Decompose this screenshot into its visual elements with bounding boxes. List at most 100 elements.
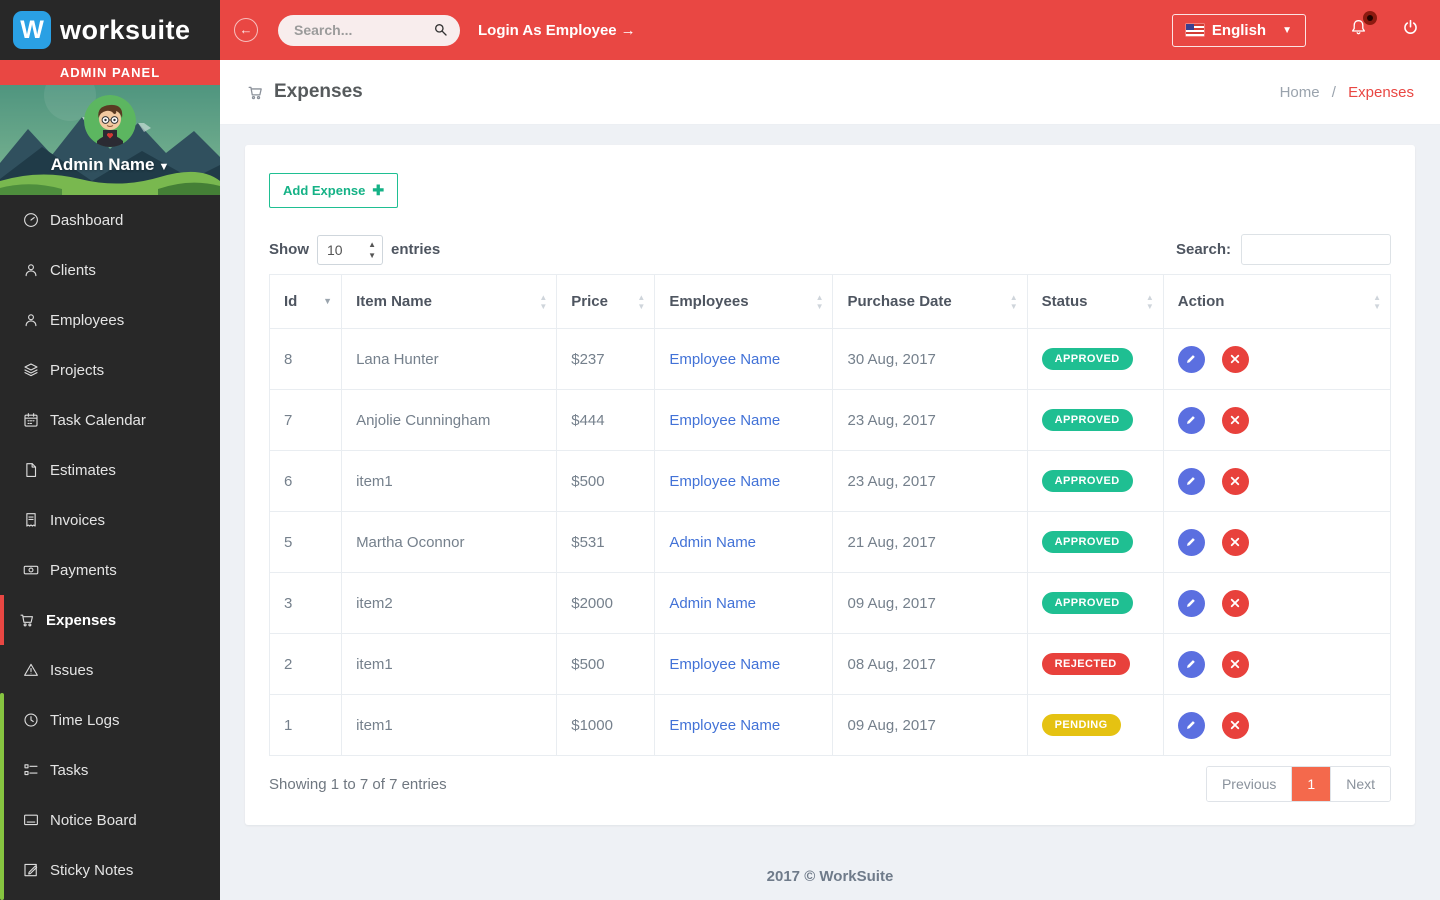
- column-header-id[interactable]: Id ▼: [268, 274, 343, 329]
- column-header-item-name[interactable]: Item Name ▲ ▼: [341, 274, 558, 329]
- edit-button[interactable]: [1177, 589, 1205, 617]
- topbar: ← Login As Employee→ English ▼: [220, 0, 1440, 60]
- sidebar-item-clients[interactable]: Clients: [0, 245, 220, 295]
- topbar-right: English ▼: [1171, 11, 1440, 47]
- sidebar-item-estimates[interactable]: Estimates: [0, 445, 220, 495]
- status-badge: APPROVED: [1041, 531, 1133, 553]
- table-search-input[interactable]: [1241, 234, 1391, 265]
- delete-button[interactable]: [1221, 345, 1249, 373]
- cell-purchase-date: 23 Aug, 2017: [832, 450, 1028, 512]
- sidebar-item-employees[interactable]: Employees: [0, 295, 220, 345]
- pagination-next[interactable]: Next: [1331, 767, 1390, 801]
- delete-button[interactable]: [1221, 589, 1249, 617]
- sidebar-item-time-logs[interactable]: Time Logs: [0, 695, 220, 745]
- estimates-icon: [22, 461, 40, 479]
- back-arrow-icon[interactable]: ←: [234, 18, 258, 42]
- sidebar-item-tasks[interactable]: Tasks: [0, 745, 220, 795]
- employee-link[interactable]: Employee Name: [669, 655, 781, 673]
- search-icon[interactable]: [433, 22, 449, 38]
- language-selector[interactable]: English ▼: [1171, 13, 1306, 47]
- employee-link[interactable]: Employee Name: [669, 411, 781, 429]
- cell-item-name: Lana Hunter: [341, 328, 558, 390]
- table-row: 8 Lana Hunter $237 Employee Name 30 Aug,…: [268, 328, 1392, 390]
- cell-price: $1000: [556, 694, 656, 756]
- status-badge: PENDING: [1041, 714, 1121, 736]
- breadcrumb: Home / Expenses: [1279, 83, 1414, 101]
- power-logout-icon[interactable]: [1401, 18, 1420, 42]
- employee-link[interactable]: Employee Name: [669, 472, 781, 490]
- edit-button[interactable]: [1177, 467, 1205, 495]
- cart-icon: [246, 83, 265, 102]
- arrow-right-icon: →: [620, 21, 636, 39]
- delete-button[interactable]: [1221, 711, 1249, 739]
- brand-logo[interactable]: W worksuite: [0, 0, 220, 60]
- caret-down-icon: ▼: [1282, 24, 1292, 36]
- employee-link[interactable]: Admin Name: [669, 533, 757, 551]
- column-header-action[interactable]: Action ▲ ▼: [1162, 274, 1392, 329]
- global-search-input[interactable]: [278, 14, 460, 46]
- table-controls: Show 10 ▲ ▼ entries Search:: [269, 234, 1391, 265]
- sidebar-scrollbar[interactable]: [0, 693, 4, 900]
- edit-button[interactable]: [1177, 650, 1205, 678]
- breadcrumb-home[interactable]: Home: [1279, 83, 1320, 101]
- copyright-footer: 2017 © WorkSuite: [766, 868, 894, 885]
- page-length-select[interactable]: 10 ▲ ▼: [317, 234, 383, 265]
- sidebar-item-issues[interactable]: Issues: [0, 645, 220, 695]
- clients-icon: [22, 261, 40, 279]
- sort-icon: ▲ ▼: [1373, 292, 1381, 311]
- sidebar-item-projects[interactable]: Projects: [0, 345, 220, 395]
- cell-id: 3: [268, 572, 343, 634]
- login-as-employee-link[interactable]: Login As Employee →: [478, 21, 636, 39]
- column-header-employees[interactable]: Employees ▲ ▼: [654, 274, 834, 329]
- column-header-purchase-date[interactable]: Purchase Date ▲ ▼: [832, 274, 1028, 329]
- sort-icon: ▲ ▼: [1009, 292, 1018, 311]
- employee-link[interactable]: Employee Name: [669, 716, 781, 734]
- table-row: 6 item1 $500 Employee Name 23 Aug, 2017 …: [268, 450, 1392, 512]
- content: Add Expense ✚ Show 10 ▲ ▼ entries Search:: [220, 125, 1440, 885]
- status-badge: APPROVED: [1041, 409, 1133, 431]
- edit-button[interactable]: [1177, 528, 1205, 556]
- sidebar-item-dashboard[interactable]: Dashboard: [0, 195, 220, 245]
- employee-link[interactable]: Employee Name: [669, 350, 781, 368]
- notifications-bell-icon[interactable]: [1348, 11, 1377, 43]
- sort-icon: ▲ ▼: [815, 292, 824, 311]
- edit-button[interactable]: [1177, 345, 1205, 373]
- employee-link[interactable]: Admin Name: [669, 594, 757, 612]
- cell-price: $237: [556, 328, 656, 390]
- table-row: 5 Martha Oconnor $531 Admin Name 21 Aug,…: [268, 511, 1392, 573]
- projects-icon: [22, 361, 40, 379]
- sidebar-item-sticky-notes[interactable]: Sticky Notes: [0, 845, 220, 895]
- sidebar-item-expenses[interactable]: Expenses: [0, 595, 220, 645]
- table-header-row: Id ▼ Item Name ▲ ▼ Price ▲ ▼ Employees ▲ ▼ Purc…: [268, 274, 1392, 329]
- column-header-price[interactable]: Price ▲ ▼: [556, 274, 656, 329]
- delete-button[interactable]: [1221, 650, 1249, 678]
- notice-board-icon: [22, 811, 40, 829]
- table-row: 3 item2 $2000 Admin Name 09 Aug, 2017 AP…: [268, 572, 1392, 634]
- expenses-card: Add Expense ✚ Show 10 ▲ ▼ entries Search:: [245, 145, 1415, 825]
- delete-button[interactable]: [1221, 406, 1249, 434]
- cell-id: 7: [268, 389, 343, 451]
- add-expense-button[interactable]: Add Expense ✚: [269, 173, 399, 208]
- sidebar-item-invoices[interactable]: Invoices: [0, 495, 220, 545]
- pagination-previous[interactable]: Previous: [1206, 767, 1292, 801]
- sidebar-item-task-calendar[interactable]: Task Calendar: [0, 395, 220, 445]
- delete-button[interactable]: [1221, 467, 1249, 495]
- sort-icon: ▲ ▼: [637, 292, 646, 311]
- notification-badge: [1363, 11, 1377, 25]
- sidebar-item-notice-board[interactable]: Notice Board: [0, 795, 220, 845]
- column-header-status[interactable]: Status ▲ ▼: [1026, 274, 1164, 329]
- cell-item-name: Martha Oconnor: [341, 511, 558, 573]
- user-avatar[interactable]: [84, 95, 136, 147]
- cell-purchase-date: 21 Aug, 2017: [832, 511, 1028, 573]
- global-search: [278, 14, 460, 46]
- cell-price: $531: [556, 511, 656, 573]
- edit-button[interactable]: [1177, 406, 1205, 434]
- status-badge: APPROVED: [1041, 348, 1133, 370]
- user-name-dropdown[interactable]: Admin Name ▼: [50, 155, 170, 174]
- pagination-page-1[interactable]: 1: [1291, 767, 1332, 801]
- sidebar-item-payments[interactable]: Payments: [0, 545, 220, 595]
- task-calendar-icon: [22, 411, 40, 429]
- edit-button[interactable]: [1177, 711, 1205, 739]
- tasks-icon: [22, 761, 40, 779]
- delete-button[interactable]: [1221, 528, 1249, 556]
